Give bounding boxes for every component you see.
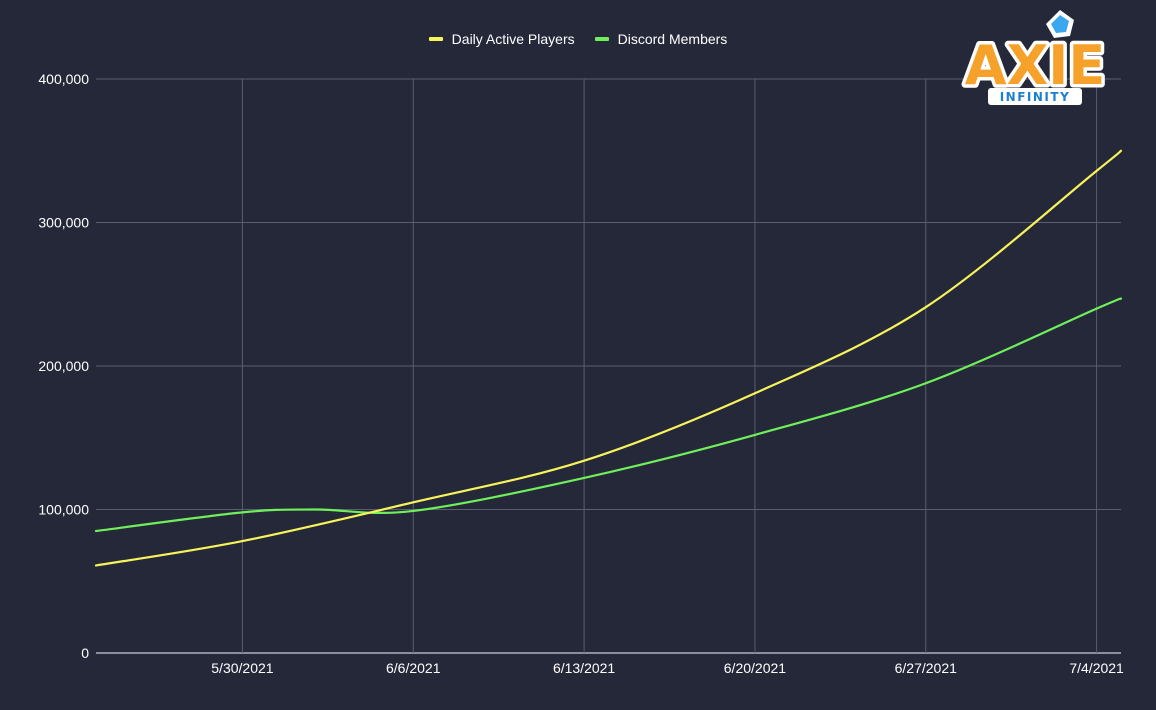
y-tick-label: 0 (81, 645, 89, 661)
series-line-discord-members (94, 297, 1123, 533)
logo-wordmark: AXIE (965, 34, 1105, 97)
x-tick-label: 6/13/2021 (553, 660, 615, 676)
x-tick-label: 6/20/2021 (724, 660, 786, 676)
series-line-daily-active-players (94, 149, 1123, 567)
y-tick-label: 100,000 (38, 502, 89, 518)
legend-label-discord-members: Discord Members (617, 31, 728, 47)
legend-swatch-daily-active-players (428, 37, 443, 41)
legend-item-daily-active-players[interactable]: Daily Active Players (428, 31, 575, 47)
x-tick-label: 6/27/2021 (895, 660, 957, 676)
legend: Daily Active Players Discord Members (0, 31, 1156, 47)
legend-item-discord-members[interactable]: Discord Members (594, 31, 728, 47)
logo-gem-icon (1046, 10, 1074, 38)
y-tick-label: 300,000 (38, 215, 89, 231)
x-tick-label: 6/6/2021 (386, 660, 441, 676)
x-tick-label: 7/4/2021 (1069, 660, 1124, 676)
logo-subtext: INFINITY (1000, 90, 1071, 104)
logo-banner (988, 88, 1082, 105)
legend-label-daily-active-players: Daily Active Players (451, 31, 575, 47)
axie-infinity-logo: AXIE INFINITY (961, 10, 1109, 105)
x-tick-label: 5/30/2021 (211, 660, 273, 676)
y-tick-label: 400,000 (38, 71, 89, 87)
y-tick-label: 200,000 (38, 358, 89, 374)
legend-swatch-discord-members (594, 37, 609, 41)
